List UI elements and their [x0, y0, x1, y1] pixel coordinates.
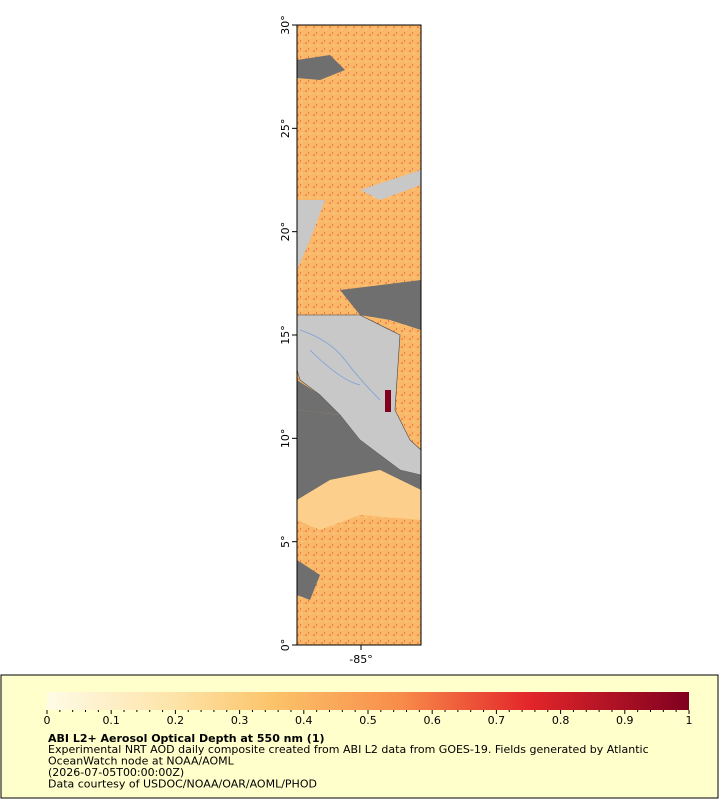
colorbar [47, 692, 689, 710]
legend-line: OceanWatch node at NOAA/AOML [48, 755, 235, 768]
high-aod [385, 390, 391, 412]
no-data [297, 410, 421, 500]
legend-line: (2026-07-05T00:00:00Z) [48, 766, 184, 779]
map [296, 24, 422, 646]
colorbar-tick-label: 0.3 [231, 714, 249, 727]
lat-tick-label: 20° [279, 222, 292, 242]
no-data [297, 560, 320, 600]
legend-lines: Experimental NRT AOD daily composite cre… [48, 743, 649, 791]
lat-axis: 0° 5° 10° 15° 20° 25° 30° [279, 15, 297, 651]
lon-tick-label: -85° [349, 653, 372, 666]
colorbar-ticks: 0 0.1 0.2 0.3 0.4 0.5 0.6 0.7 0.8 0.9 1 [44, 710, 693, 727]
colorbar-tick-label: 0.7 [488, 714, 506, 727]
no-data [340, 280, 421, 330]
lat-tick-label: 0° [279, 639, 292, 652]
colorbar-tick-label: 0.1 [102, 714, 120, 727]
colorbar-tick-label: 0.2 [167, 714, 185, 727]
no-data [297, 55, 345, 80]
land [360, 170, 421, 200]
lat-tick-label: 25° [279, 119, 292, 139]
legend-title: ABI L2+ Aerosol Optical Depth at 550 nm … [48, 732, 325, 745]
colorbar-tick-label: 0.8 [552, 714, 570, 727]
colorbar-tick-label: 0.6 [423, 714, 441, 727]
rivers [299, 329, 381, 401]
colorbar-tick-label: 0.5 [359, 714, 377, 727]
lat-tick-label: 10° [279, 429, 292, 449]
legend-line: Experimental NRT AOD daily composite cre… [48, 743, 649, 756]
lat-tick-label: 15° [279, 325, 292, 345]
lat-tick-label: 5° [279, 535, 292, 548]
aod-field [297, 470, 421, 530]
colorbar-tick-label: 0 [44, 714, 51, 727]
legend: 0 0.1 0.2 0.3 0.4 0.5 0.6 0.7 0.8 0.9 1 ABI L2+ Ae… [0, 674, 719, 799]
legend-line: Data courtesy of USDOC/NOAA/OAR/AOML/PHO… [48, 778, 317, 791]
lat-tick-label: 30° [279, 15, 292, 35]
lon-axis: -85° [349, 645, 373, 666]
colorbar-tick-label: 1 [686, 714, 693, 727]
colorbar-tick-label: 0.4 [295, 714, 313, 727]
land [297, 200, 325, 270]
colorbar-tick-label: 0.9 [616, 714, 634, 727]
no-data [297, 380, 340, 415]
